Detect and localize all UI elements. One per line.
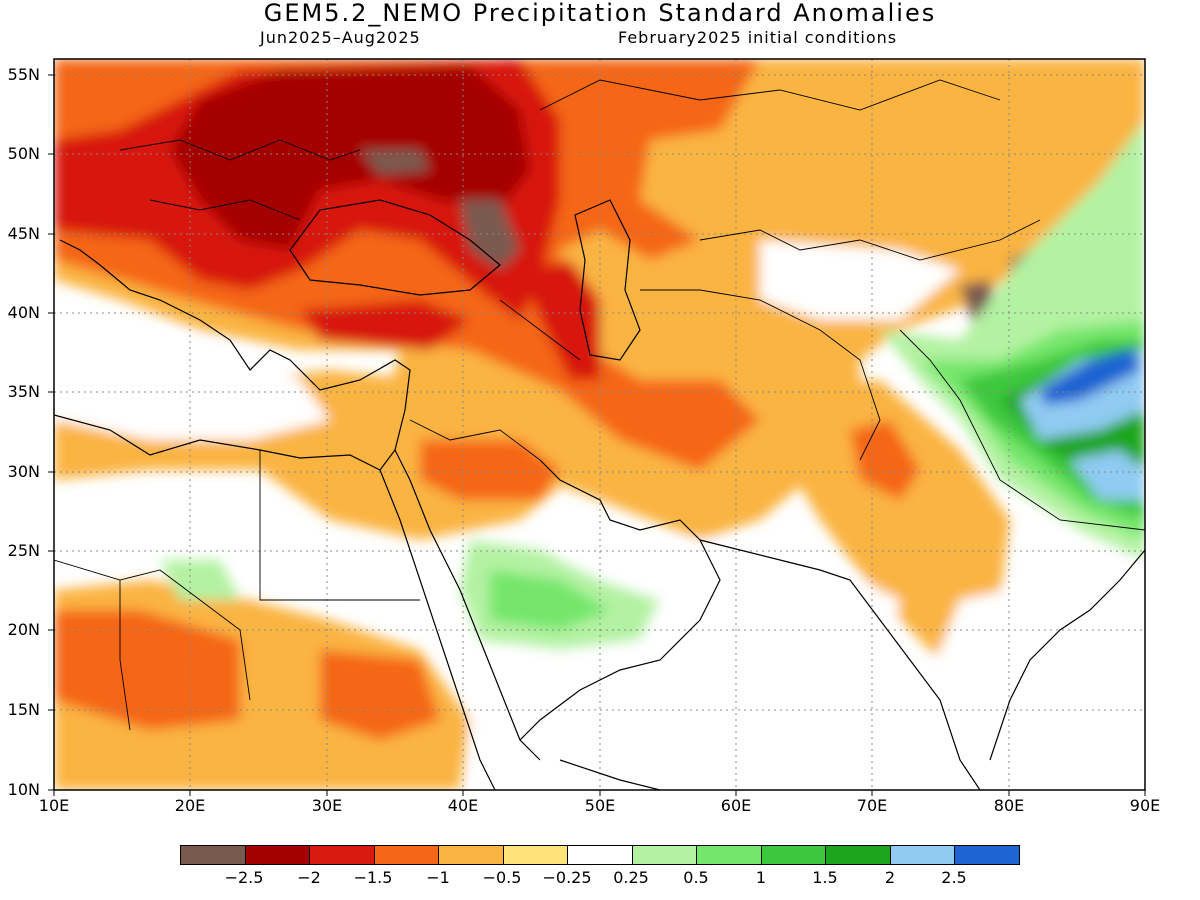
lat-label-35n: 35N: [7, 382, 40, 401]
lon-label-60e: 60E: [720, 796, 752, 815]
color-bar-segment: [310, 846, 375, 864]
color-bar-label: 0.25: [613, 868, 649, 887]
lon-label-90e: 90E: [1129, 796, 1161, 815]
anomaly-orange-arabia: [420, 440, 560, 500]
lat-label-45n: 45N: [7, 224, 40, 243]
color-bar-label: 1: [755, 868, 767, 887]
color-bar-label: 0.5: [683, 868, 709, 887]
anomaly-blue-tibet-max: [1040, 348, 1140, 405]
lat-label-15n: 15N: [7, 700, 40, 719]
forecast-period: Jun2025–Aug2025: [260, 28, 421, 47]
color-bar-label: −2: [297, 868, 321, 887]
color-bar-segment: [632, 846, 698, 864]
color-bar: [180, 845, 1020, 865]
color-bar-segment: [761, 846, 827, 864]
initial-conditions: February2025 initial conditions: [618, 28, 898, 47]
anomaly-green-africa: [160, 560, 240, 600]
lat-lon-grid: [54, 59, 1145, 790]
lon-label-30e: 30E: [311, 796, 343, 815]
anomaly-brown-europe: [360, 150, 430, 175]
color-bar-label: 2.5: [941, 868, 967, 887]
anomaly-orange-pakistan: [850, 420, 920, 500]
map-title: GEM5.2_NEMO Precipitation Standard Anoma…: [263, 0, 937, 27]
color-bar-label: −1: [426, 868, 450, 887]
lat-label-30n: 30N: [7, 462, 40, 481]
lat-label-50n: 50N: [7, 144, 40, 163]
lon-label-10e: 10E: [38, 796, 70, 815]
anomaly-orange-sudan: [320, 650, 440, 740]
anomaly-green-arabia-core: [490, 570, 610, 630]
color-bar-segment: [374, 846, 440, 864]
lon-label-80e: 80E: [993, 796, 1025, 815]
lat-label-10n: 10N: [7, 780, 40, 799]
color-bar-segment: [245, 846, 311, 864]
anomaly-neutral-mediterranean: [54, 330, 330, 440]
color-bar-segment: [826, 846, 891, 864]
axis-ticks: [48, 74, 1146, 796]
color-bar-segment: [697, 846, 762, 864]
anomaly-neutral-central-asia: [760, 240, 960, 320]
anomaly-brown-caucasus: [460, 200, 520, 270]
color-bar-segment: [439, 846, 504, 864]
color-bar-label: −0.25: [542, 868, 592, 887]
anomaly-red-caucasus: [520, 260, 600, 380]
color-bar-label: −1.5: [353, 868, 393, 887]
anomaly-light-blue-tibet-2: [1070, 450, 1145, 500]
color-bar-segment: [955, 846, 1019, 864]
lat-label-55n: 55N: [7, 65, 40, 84]
anomaly-orange-africa: [54, 610, 240, 730]
color-bar-label: −0.5: [482, 868, 522, 887]
lat-label-20n: 20N: [7, 620, 40, 639]
lat-label-40n: 40N: [7, 303, 40, 322]
color-bar-label: −2.5: [224, 868, 264, 887]
lon-label-50e: 50E: [584, 796, 616, 815]
coastlines: [54, 199, 1145, 790]
anomaly-light-orange-india: [760, 380, 1010, 680]
color-bar-segment: [503, 846, 569, 864]
color-bar-segment: [890, 846, 956, 864]
color-bar-label: 1.5: [812, 868, 838, 887]
lon-label-70e: 70E: [856, 796, 888, 815]
color-bar-segment: [181, 846, 246, 864]
lat-label-25n: 25N: [7, 541, 40, 560]
color-bar-label: 2: [884, 868, 896, 887]
color-bar-segment: [568, 846, 633, 864]
lon-label-40e: 40E: [447, 796, 479, 815]
lon-label-20e: 20E: [174, 796, 206, 815]
country-borders: [54, 79, 1145, 731]
